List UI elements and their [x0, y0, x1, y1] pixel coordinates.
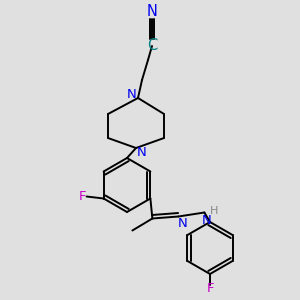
- Text: N: N: [147, 4, 158, 19]
- Text: C: C: [147, 38, 157, 53]
- Text: H: H: [210, 206, 219, 215]
- Text: N: N: [127, 88, 137, 100]
- Text: F: F: [79, 190, 86, 203]
- Text: N: N: [202, 214, 211, 227]
- Text: N: N: [137, 146, 147, 158]
- Text: F: F: [206, 281, 214, 295]
- Text: N: N: [178, 217, 187, 230]
